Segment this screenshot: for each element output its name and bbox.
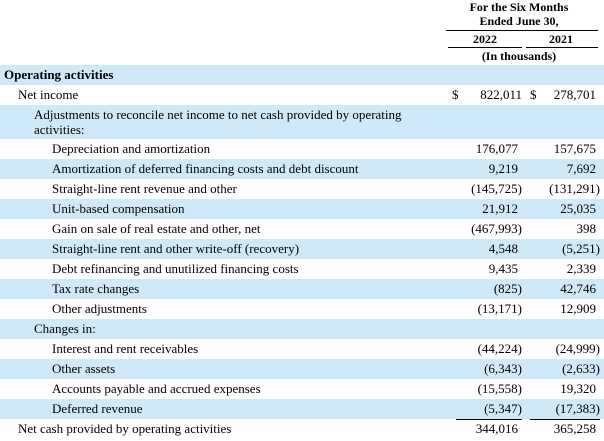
dollar-sign: $: [530, 87, 537, 102]
row-label: Changes in:: [34, 321, 96, 336]
value-2022: (44,224): [477, 341, 522, 356]
table-row: Unit-based compensation 21,912 25,035: [0, 199, 604, 219]
value-2021: (131,291): [549, 181, 600, 196]
value-2021: 278,701: [553, 87, 596, 102]
value-2022: 9,435: [488, 261, 518, 276]
value-2021: (5,251): [562, 241, 600, 256]
period-heading-line2: Ended June 30,: [479, 14, 559, 28]
table-row: Interest and rent receivables (44,224) (…: [0, 339, 604, 359]
year-2022-heading: 2022: [473, 32, 497, 46]
row-label: Depreciation and amortization: [52, 141, 211, 156]
value-2022: 344,016: [475, 421, 518, 436]
table-row: Other assets (6,343) (2,633): [0, 359, 604, 379]
value-2022: (145,725): [471, 181, 522, 196]
table-row: Amortization of deferred financing costs…: [0, 159, 604, 179]
table-row: Tax rate changes (825) 42,746: [0, 279, 604, 299]
period-heading-line1: For the Six Months: [469, 0, 569, 14]
row-label: Debt refinancing and unutilized financin…: [52, 261, 299, 276]
row-label: Other adjustments: [52, 301, 147, 316]
units-heading: (In thousands): [481, 49, 557, 63]
table-row: Deferred revenue (5,347) (17,383): [0, 399, 604, 420]
table-row: Net income $ 822,011 $ 278,701: [0, 85, 604, 105]
row-label: Tax rate changes: [52, 281, 140, 296]
value-2022: (467,993): [471, 221, 522, 236]
table-row: Other adjustments (13,171) 12,909: [0, 299, 604, 320]
value-2022: 4,548: [488, 241, 518, 256]
value-2021: (2,633): [562, 361, 600, 376]
value-2022: 21,912: [482, 201, 518, 216]
underline-2021: (17,383): [530, 399, 600, 420]
value-2021: 157,675: [553, 141, 596, 156]
table-row: Accounts payable and accrued expenses (1…: [0, 379, 604, 399]
value-2022: (13,171): [477, 301, 522, 316]
year-2021-heading: 2021: [549, 32, 573, 46]
underline-2022: (13,171): [456, 299, 522, 320]
row-label: Adjustments to reconcile net income to n…: [34, 107, 402, 137]
row-label: Deferred revenue: [52, 401, 143, 416]
value-2021: 25,035: [560, 201, 596, 216]
value-2021: 7,692: [566, 161, 596, 176]
table-row: Adjustments to reconcile net income to n…: [0, 105, 604, 139]
value-2022: (5,347): [484, 401, 522, 416]
underline-2022: (5,347): [456, 399, 522, 420]
value-2021: 42,746: [560, 281, 596, 296]
table-row: Changes in:: [0, 319, 604, 339]
value-2022: 822,011: [480, 87, 522, 102]
row-label: Other assets: [52, 361, 116, 376]
value-2022: (15,558): [477, 381, 522, 396]
value-2021: 2,339: [566, 261, 596, 276]
value-2021: 19,320: [560, 381, 596, 396]
value-2022: (6,343): [484, 361, 522, 376]
table-row: Gain on sale of real estate and other, n…: [0, 219, 604, 239]
dollar-sign: $: [452, 87, 459, 102]
row-label: Straight-line rent and other write-off (…: [52, 241, 300, 256]
row-label: Straight-line rent revenue and other: [52, 181, 237, 196]
table-row: Debt refinancing and unutilized financin…: [0, 259, 604, 279]
table-row: Straight-line rent revenue and other (14…: [0, 179, 604, 199]
value-2022: 9,219: [488, 161, 518, 176]
value-2021: 398: [576, 221, 597, 236]
row-label: Net income: [18, 87, 79, 102]
row-label: Net cash provided by operating activitie…: [18, 421, 232, 436]
row-label: Gain on sale of real estate and other, n…: [52, 221, 261, 236]
row-label: Accounts payable and accrued expenses: [52, 381, 261, 396]
value-2022: (825): [493, 281, 522, 296]
value-2021: (17,383): [555, 401, 600, 416]
section-row: Operating activities: [0, 65, 604, 85]
year-2021-rule: [526, 47, 598, 48]
value-2021: (24,999): [555, 341, 600, 356]
section-title: Operating activities: [4, 67, 114, 82]
year-2022-rule: [448, 47, 522, 48]
value-2021: 12,909: [560, 301, 596, 316]
table-row-total: Net cash provided by operating activitie…: [0, 419, 604, 439]
table-row: Straight-line rent and other write-off (…: [0, 239, 604, 259]
row-label: Amortization of deferred financing costs…: [52, 161, 359, 176]
row-label: Interest and rent receivables: [52, 341, 199, 356]
underline-2021: 12,909: [530, 299, 600, 320]
row-label: Unit-based compensation: [52, 201, 185, 216]
value-2022: 176,077: [475, 141, 518, 156]
value-2021: 365,258: [553, 421, 596, 436]
table-row: Depreciation and amortization 176,077 15…: [0, 139, 604, 159]
header-rule: [446, 30, 598, 31]
